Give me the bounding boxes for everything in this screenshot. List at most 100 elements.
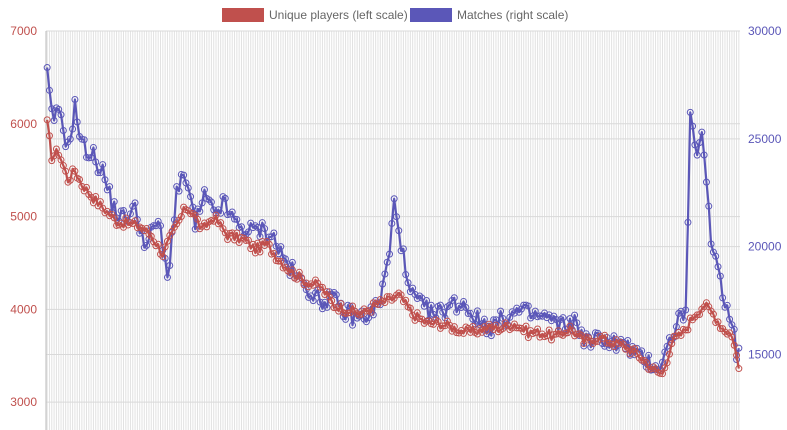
data-point[interactable] (106, 183, 114, 191)
data-point[interactable] (194, 205, 202, 213)
data-point[interactable] (473, 307, 481, 315)
data-point[interactable] (244, 228, 252, 236)
data-point[interactable] (50, 117, 58, 124)
data-point[interactable] (163, 237, 171, 245)
data-point[interactable] (170, 216, 178, 224)
data-point[interactable] (217, 219, 225, 227)
data-point[interactable] (686, 314, 694, 322)
data-point[interactable] (184, 184, 192, 192)
data-point[interactable] (45, 86, 53, 94)
data-point[interactable] (159, 253, 167, 261)
data-point[interactable] (237, 223, 245, 231)
data-point[interactable] (187, 193, 195, 201)
data-point[interactable] (154, 240, 162, 248)
data-point[interactable] (66, 135, 74, 143)
data-point[interactable] (397, 291, 405, 299)
data-point[interactable] (52, 145, 60, 153)
data-point[interactable] (140, 244, 148, 252)
data-point[interactable] (517, 305, 525, 313)
data-point[interactable] (288, 266, 296, 274)
data-point[interactable] (714, 263, 722, 271)
data-point[interactable] (335, 307, 343, 315)
data-point[interactable] (325, 293, 333, 301)
data-point[interactable] (96, 198, 104, 206)
data-point[interactable] (73, 118, 81, 126)
data-point[interactable] (138, 224, 146, 232)
data-point[interactable] (698, 128, 706, 136)
data-point[interactable] (404, 279, 412, 287)
data-point[interactable] (487, 332, 495, 340)
data-point[interactable] (198, 199, 206, 207)
data-point[interactable] (48, 105, 56, 113)
data-point[interactable] (143, 241, 151, 249)
data-point[interactable] (383, 258, 391, 266)
data-point[interactable] (71, 167, 79, 175)
data-point[interactable] (254, 223, 262, 231)
data-point[interactable] (552, 315, 560, 323)
data-point[interactable] (728, 333, 736, 341)
data-point[interactable] (464, 324, 472, 332)
data-point[interactable] (649, 363, 657, 371)
data-point[interactable] (309, 297, 317, 305)
data-point[interactable] (640, 356, 648, 364)
data-point[interactable] (388, 296, 396, 304)
data-point[interactable] (434, 318, 442, 326)
data-point[interactable] (679, 316, 687, 324)
data-point[interactable] (258, 219, 266, 227)
data-point[interactable] (406, 304, 414, 312)
data-point[interactable] (534, 325, 542, 333)
data-point[interactable] (258, 237, 266, 245)
data-point[interactable] (110, 214, 118, 222)
data-point[interactable] (256, 248, 264, 256)
data-point[interactable] (716, 324, 724, 332)
data-point[interactable] (665, 350, 673, 358)
data-point[interactable] (330, 288, 338, 296)
data-point[interactable] (194, 215, 202, 223)
data-point[interactable] (554, 327, 562, 335)
data-point[interactable] (349, 321, 357, 329)
data-point[interactable] (117, 219, 125, 227)
data-point[interactable] (314, 279, 322, 287)
data-point[interactable] (196, 225, 204, 233)
data-point[interactable] (571, 311, 579, 319)
data-point[interactable] (163, 273, 171, 281)
data-point[interactable] (513, 304, 521, 312)
data-point[interactable] (240, 234, 248, 242)
data-point[interactable] (143, 224, 151, 232)
data-point[interactable] (589, 339, 597, 347)
data-point[interactable] (413, 309, 421, 317)
data-point[interactable] (580, 340, 588, 348)
data-point[interactable] (392, 213, 400, 221)
data-point[interactable] (564, 329, 572, 337)
data-point[interactable] (274, 250, 282, 258)
data-point[interactable] (601, 331, 609, 339)
data-point[interactable] (411, 316, 419, 324)
data-point[interactable] (497, 307, 505, 315)
data-point[interactable] (57, 111, 65, 119)
data-point[interactable] (693, 311, 701, 319)
data-point[interactable] (531, 329, 539, 337)
data-point[interactable] (730, 325, 738, 333)
data-point[interactable] (712, 252, 720, 260)
data-point[interactable] (675, 309, 683, 317)
data-point[interactable] (242, 237, 250, 245)
data-point[interactable] (226, 210, 234, 218)
data-point[interactable] (191, 211, 199, 219)
data-point[interactable] (450, 294, 458, 302)
data-point[interactable] (677, 307, 685, 315)
data-point[interactable] (659, 370, 666, 378)
data-point[interactable] (157, 250, 165, 258)
data-point[interactable] (351, 307, 359, 315)
data-point[interactable] (328, 297, 336, 305)
data-point[interactable] (360, 305, 368, 313)
data-point[interactable] (723, 301, 731, 309)
data-point[interactable] (196, 207, 204, 215)
data-point[interactable] (395, 227, 403, 235)
data-point[interactable] (443, 317, 451, 325)
data-point[interactable] (392, 291, 400, 299)
legend[interactable]: Unique players (left scale) Matches (rig… (222, 8, 568, 22)
data-point[interactable] (707, 240, 715, 248)
data-point[interactable] (62, 167, 70, 175)
data-point[interactable] (513, 324, 521, 332)
data-point[interactable] (733, 351, 741, 359)
